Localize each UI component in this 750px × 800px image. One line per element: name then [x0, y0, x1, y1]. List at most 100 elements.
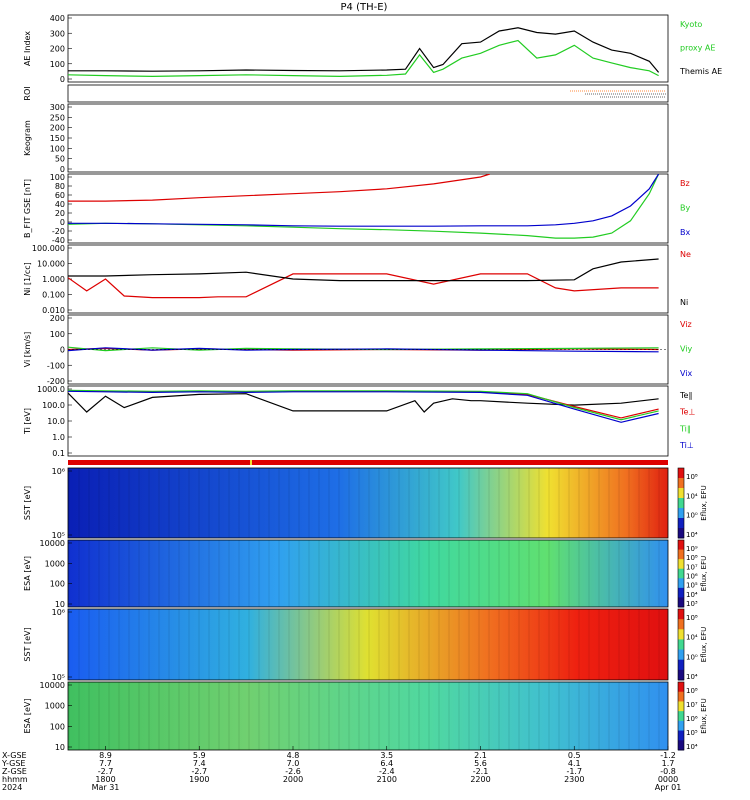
y-axis-label: Ni [1/cc]	[23, 262, 32, 296]
y-axis-label: Keogram	[23, 120, 32, 156]
colorbar-segment	[678, 740, 684, 751]
legend-label: proxy AE	[680, 44, 715, 53]
spectrogram-stripe	[198, 682, 200, 750]
colorbar-segment	[678, 609, 684, 620]
spectrogram-stripe	[158, 468, 160, 538]
spectrogram-stripe	[328, 540, 330, 607]
spectrogram-stripe	[268, 609, 270, 680]
time-axis-value: 7.4	[193, 759, 206, 768]
spectrogram-stripe	[98, 468, 100, 538]
spectrogram-stripe	[418, 682, 420, 750]
spectrogram-stripe	[618, 540, 620, 607]
colorbar-frame	[677, 539, 685, 608]
spectrogram-stripe	[308, 609, 310, 680]
spectrogram-stripe	[288, 609, 290, 680]
colorbar-tick-label: 10⁵	[686, 582, 698, 590]
spectrogram-stripe	[348, 609, 350, 680]
spectrogram-stripe	[68, 682, 70, 750]
y-tick-label: 300	[50, 29, 65, 38]
spectrogram-stripe	[458, 468, 460, 538]
spectrogram-stripe	[548, 468, 550, 538]
colorbar-segment	[678, 508, 684, 519]
spectrogram-stripe	[138, 468, 140, 538]
spectrogram-stripe	[478, 682, 480, 750]
spectrogram-stripe	[228, 682, 230, 750]
y-tick-label: 250	[50, 113, 65, 122]
legend-label: Ni	[680, 298, 688, 307]
time-tick-label: 0000	[658, 775, 678, 784]
y-tick-label: 10.0	[47, 417, 65, 426]
y-tick-label: 0	[60, 75, 65, 84]
colorbar-tick-label: 10⁰	[686, 653, 698, 661]
spectrogram-stripe	[338, 468, 340, 538]
spectrogram-stripe	[598, 609, 600, 680]
panel-frame	[67, 173, 669, 244]
time-axis-row-label: Y-GSE	[1, 759, 25, 768]
spectrogram-stripe	[198, 540, 200, 607]
spectrogram-stripe	[278, 609, 280, 680]
time-axis-value: 3.5	[380, 751, 393, 760]
spectrogram-stripe	[98, 609, 100, 680]
spectrogram-stripe	[268, 540, 270, 607]
time-axis-value: 5.6	[474, 759, 487, 768]
spectrogram-esa_e	[68, 540, 668, 607]
spectrogram-stripe	[88, 609, 90, 680]
spectrogram-stripe	[188, 682, 190, 750]
spectrogram-stripe	[168, 682, 170, 750]
colorbar-frame	[677, 681, 685, 751]
spectrogram-stripe	[618, 609, 620, 680]
spectrogram-stripe	[248, 609, 250, 680]
spectrogram-stripe	[628, 468, 630, 538]
spectrogram-stripe	[138, 609, 140, 680]
spectrogram-stripe	[228, 468, 230, 538]
spectrogram-stripe	[648, 468, 650, 538]
colorbar-segment	[678, 488, 684, 499]
spectrogram-stripe	[518, 468, 520, 538]
y-tick-label: 100	[50, 144, 65, 153]
y-tick-label: 200	[50, 124, 65, 133]
colorbar-tick-label: 10⁸	[686, 473, 698, 481]
spectrogram-stripe	[158, 540, 160, 607]
spectrogram-stripe	[658, 540, 660, 607]
y-tick-label: 100	[50, 722, 65, 731]
spectrogram-stripe	[88, 540, 90, 607]
spectrogram-stripe	[578, 682, 580, 750]
spectrogram-stripe	[498, 609, 500, 680]
y-axis-label: ROI	[23, 86, 32, 100]
y-tick-label: 200	[50, 314, 65, 323]
spectrogram-stripe	[488, 468, 490, 538]
spectrogram-stripe	[168, 468, 170, 538]
spectrogram-stripe	[258, 468, 260, 538]
spectrogram-stripe	[408, 682, 410, 750]
y-tick-label: 10⁵	[52, 531, 65, 540]
spectrogram-stripe	[78, 609, 80, 680]
time-axis-row-label: X-GSE	[2, 751, 27, 760]
y-tick-label: 10000	[40, 681, 65, 690]
spectrogram-stripe	[238, 468, 240, 538]
y-tick-label: 60	[55, 191, 65, 200]
series-group	[68, 27, 660, 78]
spectrogram-stripe	[358, 468, 360, 538]
spectrogram-stripe	[198, 468, 200, 538]
spectrogram-stripe	[588, 540, 590, 607]
colorbar-segment	[678, 528, 684, 539]
spectrogram-stripe	[658, 609, 660, 680]
y-tick-label: 0.010	[42, 306, 65, 315]
panel-frame	[67, 681, 669, 751]
spectrogram-stripe	[288, 540, 290, 607]
spectrogram-stripe	[208, 540, 210, 607]
series-Vix	[68, 347, 659, 353]
spectrogram-stripe	[218, 468, 220, 538]
spectrogram-stripe	[338, 609, 340, 680]
y-tick-label: 1000	[45, 702, 65, 711]
spectrogram-stripe	[88, 468, 90, 538]
series-Ne	[68, 273, 659, 299]
spectrogram-stripe	[398, 682, 400, 750]
time-tick-label: 2200	[470, 775, 490, 784]
y-tick-label: 200	[50, 45, 65, 54]
spectrogram-stripe	[588, 609, 590, 680]
colorbar-segment	[678, 619, 684, 630]
